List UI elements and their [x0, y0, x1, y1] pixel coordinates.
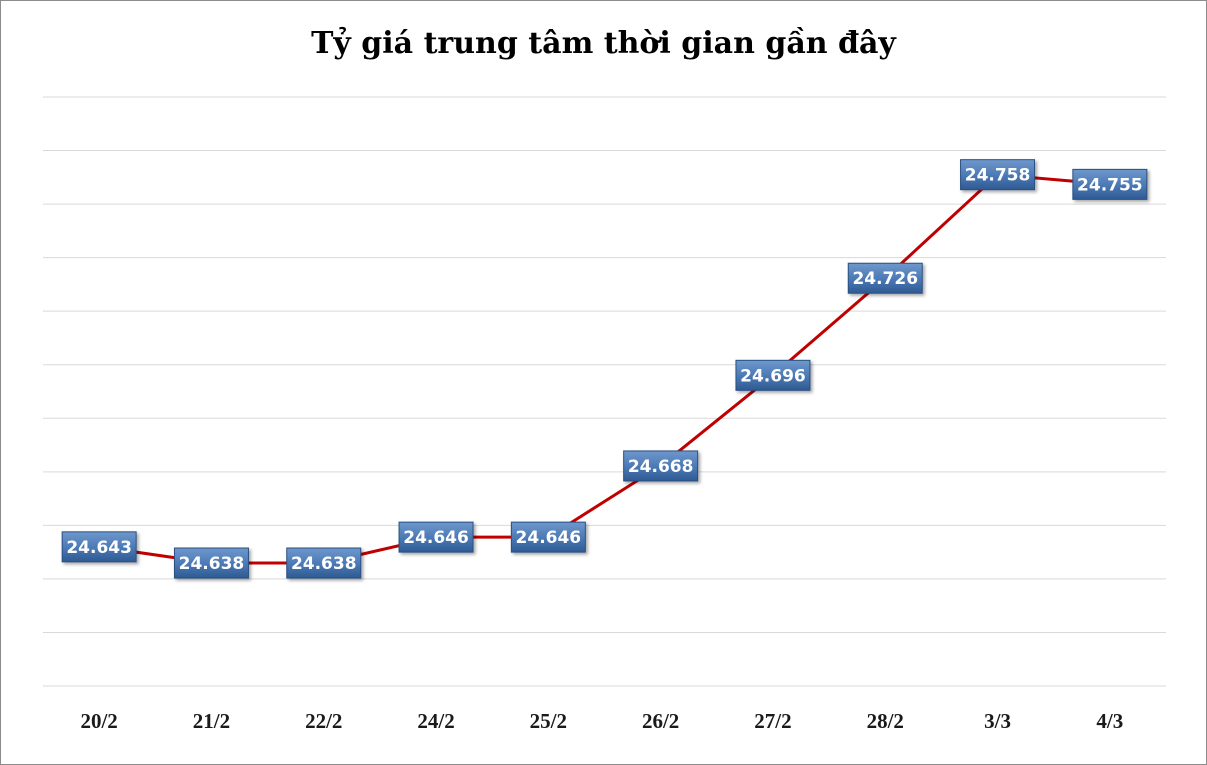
x-tick-label: 21/2	[193, 709, 230, 733]
data-label-text: 24.638	[179, 554, 245, 574]
data-label-box	[1072, 168, 1148, 200]
series-layer	[98, 173, 1110, 565]
data-label: 24.638	[173, 547, 249, 579]
data-label: 24.726	[847, 262, 923, 294]
data-label-text: 24.758	[965, 166, 1031, 186]
data-label: 24.638	[286, 547, 362, 579]
x-tick-label: 22/2	[305, 709, 342, 733]
data-label: 24.668	[623, 450, 699, 482]
gridlines	[43, 96, 1166, 687]
data-label: 24.643	[61, 531, 137, 563]
data-label-text: 24.646	[403, 528, 469, 548]
data-label: 24.755	[1072, 168, 1148, 200]
data-label-text: 24.668	[628, 457, 694, 477]
x-axis: 20/2 21/2 22/2 24/2 25/2 26/2 27/2 28/2 3/3 4/3	[80, 709, 1123, 733]
data-label: 24.646	[510, 521, 586, 553]
x-tick-label: 4/3	[1096, 709, 1123, 733]
chart-title: Tỷ giá trung tâm thời gian gần đây	[311, 26, 896, 61]
data-label-box	[623, 450, 699, 482]
data-label-box	[61, 531, 137, 563]
data-label-text: 24.696	[740, 366, 806, 386]
data-label-box	[735, 359, 811, 391]
data-label-text: 24.646	[516, 528, 582, 548]
data-label-box	[960, 159, 1036, 191]
x-tick-label: 27/2	[754, 709, 791, 733]
data-label-box	[398, 521, 474, 553]
x-tick-label: 24/2	[417, 709, 454, 733]
data-label-box	[173, 547, 249, 579]
data-label-text: 24.638	[291, 554, 357, 574]
series-line	[98, 173, 1110, 565]
data-labels: 24.643 24.638 24.638 24.646 24.646 24.668 24.6…	[61, 159, 1148, 579]
x-tick-label: 20/2	[80, 709, 117, 733]
data-label-box	[286, 547, 362, 579]
data-label: 24.646	[398, 521, 474, 553]
x-tick-label: 3/3	[984, 709, 1011, 733]
data-label-box	[510, 521, 586, 553]
x-tick-label: 28/2	[867, 709, 904, 733]
x-tick-label: 26/2	[642, 709, 679, 733]
data-label-box	[847, 262, 923, 294]
data-label-text: 24.643	[66, 538, 132, 558]
data-label: 24.758	[960, 159, 1036, 191]
data-label-text: 24.726	[852, 269, 918, 289]
data-label-text: 24.755	[1077, 175, 1143, 195]
data-label: 24.696	[735, 359, 811, 391]
x-tick-label: 25/2	[530, 709, 567, 733]
